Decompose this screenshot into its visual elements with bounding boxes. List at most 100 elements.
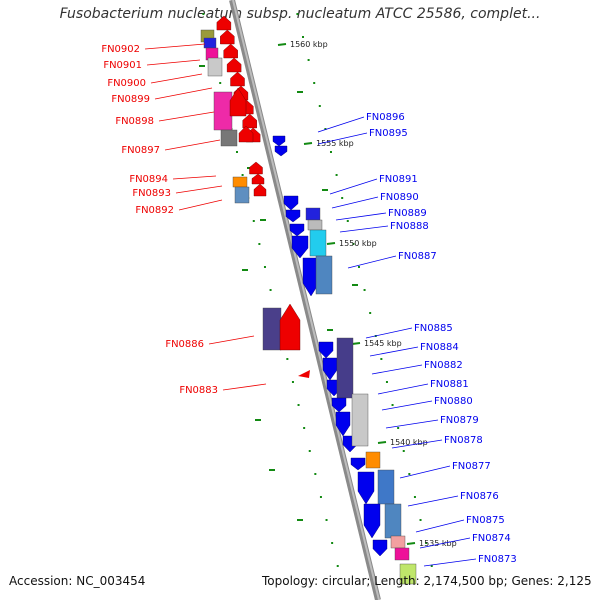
forward-gene-arrow: [274, 145, 288, 157]
ring-dot: [319, 496, 322, 498]
ring-dot: [331, 542, 334, 544]
forward-gene-label: FN0884: [420, 342, 459, 353]
reverse-gene-label: FN0894: [129, 174, 168, 185]
ruler-tick: [351, 342, 361, 345]
forward-track-block: [315, 255, 333, 295]
forward-gene-label: FN0876: [460, 491, 499, 502]
gene-label-leader: [178, 199, 223, 211]
forward-gene-label: FN0896: [366, 112, 405, 123]
reverse-track-block: [220, 129, 238, 147]
ring-dot: [369, 312, 372, 314]
forward-gene-arrow: [335, 411, 351, 437]
reverse-track-block: [213, 91, 233, 131]
reverse-gene-arrow: [242, 113, 257, 129]
forward-gene-label: FN0878: [444, 435, 483, 446]
gene-label-leader: [381, 400, 433, 411]
ring-dot: [425, 542, 428, 544]
ring-dot: [286, 358, 289, 360]
gene-label-leader: [164, 139, 221, 151]
ring-dot: [302, 36, 305, 38]
reverse-gene-arrow: [298, 370, 310, 378]
gene-label-leader: [407, 495, 459, 507]
ring-dot: [235, 151, 238, 153]
gene-label-leader: [371, 364, 423, 375]
ring-dot: [263, 266, 266, 268]
map-title: Fusobacterium nucleatum subsp. nucleatum…: [59, 6, 541, 22]
reverse-gene-label: FN0892: [135, 205, 174, 216]
gene-label-leader: [399, 465, 451, 479]
gene-label-leader: [423, 558, 477, 567]
forward-gene-label: FN0880: [434, 396, 473, 407]
reverse-gene-arrow: [279, 303, 301, 351]
reverse-track-block: [232, 176, 248, 188]
gene-label-leader: [146, 59, 201, 66]
ruler-label: 1545 kbp: [364, 339, 402, 348]
forward-gene-label: FN0888: [390, 221, 429, 232]
reverse-gene-arrow: [229, 87, 247, 117]
forward-track-block: [307, 219, 323, 231]
gene-label-leader: [385, 419, 439, 429]
reverse-gene-arrow: [251, 173, 265, 185]
forward-gene-label: FN0891: [379, 174, 418, 185]
gene-label-leader: [144, 43, 206, 50]
reverse-track-block: [203, 37, 217, 49]
forward-track-block: [377, 469, 395, 505]
forward-track-block: [384, 503, 402, 539]
reverse-gene-label: FN0901: [103, 60, 142, 71]
forward-track-block: [305, 207, 321, 221]
forward-track-block: [336, 337, 354, 399]
forward-track-block: [365, 451, 381, 469]
forward-gene-arrow: [291, 235, 309, 259]
gene-label-leader: [154, 87, 213, 100]
ring-dot: [318, 105, 321, 107]
ring-dot: [419, 519, 422, 521]
ring-dot: [385, 381, 388, 383]
gene-label-leader: [150, 73, 203, 84]
ring-dot: [397, 427, 400, 429]
accession-text: Accession: NC_003454: [9, 574, 146, 588]
ring-dot: [380, 358, 383, 360]
forward-gene-label: FN0890: [380, 192, 419, 203]
ring-dot: [241, 174, 244, 176]
reverse-gene-label: FN0883: [179, 385, 218, 396]
ring-dot: [336, 565, 339, 567]
reverse-gene-label: FN0902: [101, 44, 140, 55]
gene-label-leader: [331, 196, 379, 209]
ring-dot: [329, 151, 332, 153]
forward-gene-arrow: [331, 397, 347, 413]
reverse-gene-arrow: [230, 71, 245, 87]
forward-gene-arrow: [357, 471, 375, 505]
label-layer: FN0902 FN0901 FN0900 FN0899 FN0898 FN0897 FN08…: [101, 43, 517, 567]
forward-gene-label: FN0882: [424, 360, 463, 371]
forward-track-block: [399, 563, 417, 585]
ruler-tick: [406, 542, 416, 545]
forward-gene-arrow: [289, 223, 305, 237]
reverse-track-block: [207, 57, 223, 77]
reverse-gene-arrow: [226, 57, 242, 73]
forward-gene-label: FN0889: [388, 208, 427, 219]
ring-dot: [314, 473, 317, 475]
gene-label-leader: [172, 175, 217, 180]
reverse-gene-label: FN0899: [111, 94, 150, 105]
ring-dot: [391, 404, 394, 406]
forward-gene-label: FN0885: [414, 323, 453, 334]
gene-label-leader: [415, 519, 465, 533]
gene-label-leader: [208, 335, 255, 345]
forward-gene-label: FN0881: [430, 379, 469, 390]
ring-dot: [413, 496, 416, 498]
ring-dot: [307, 59, 310, 61]
reverse-track-block: [234, 186, 250, 204]
ruler-tick: [303, 142, 313, 145]
gene-label-leader: [369, 346, 419, 357]
ring-dot: [202, 13, 205, 15]
ring-dot: [313, 82, 316, 84]
ring-dot: [363, 289, 366, 291]
gene-label-leader: [329, 178, 378, 195]
forward-track-block: [309, 229, 327, 257]
reverse-gene-arrow: [220, 29, 235, 45]
gene-label-leader: [391, 439, 443, 449]
forward-track-block: [394, 547, 410, 561]
reverse-gene-arrow: [216, 15, 232, 31]
topology-summary: Topology: circular; Length: 2,174,500 bp…: [262, 574, 592, 588]
ring-layer: [202, 13, 433, 567]
